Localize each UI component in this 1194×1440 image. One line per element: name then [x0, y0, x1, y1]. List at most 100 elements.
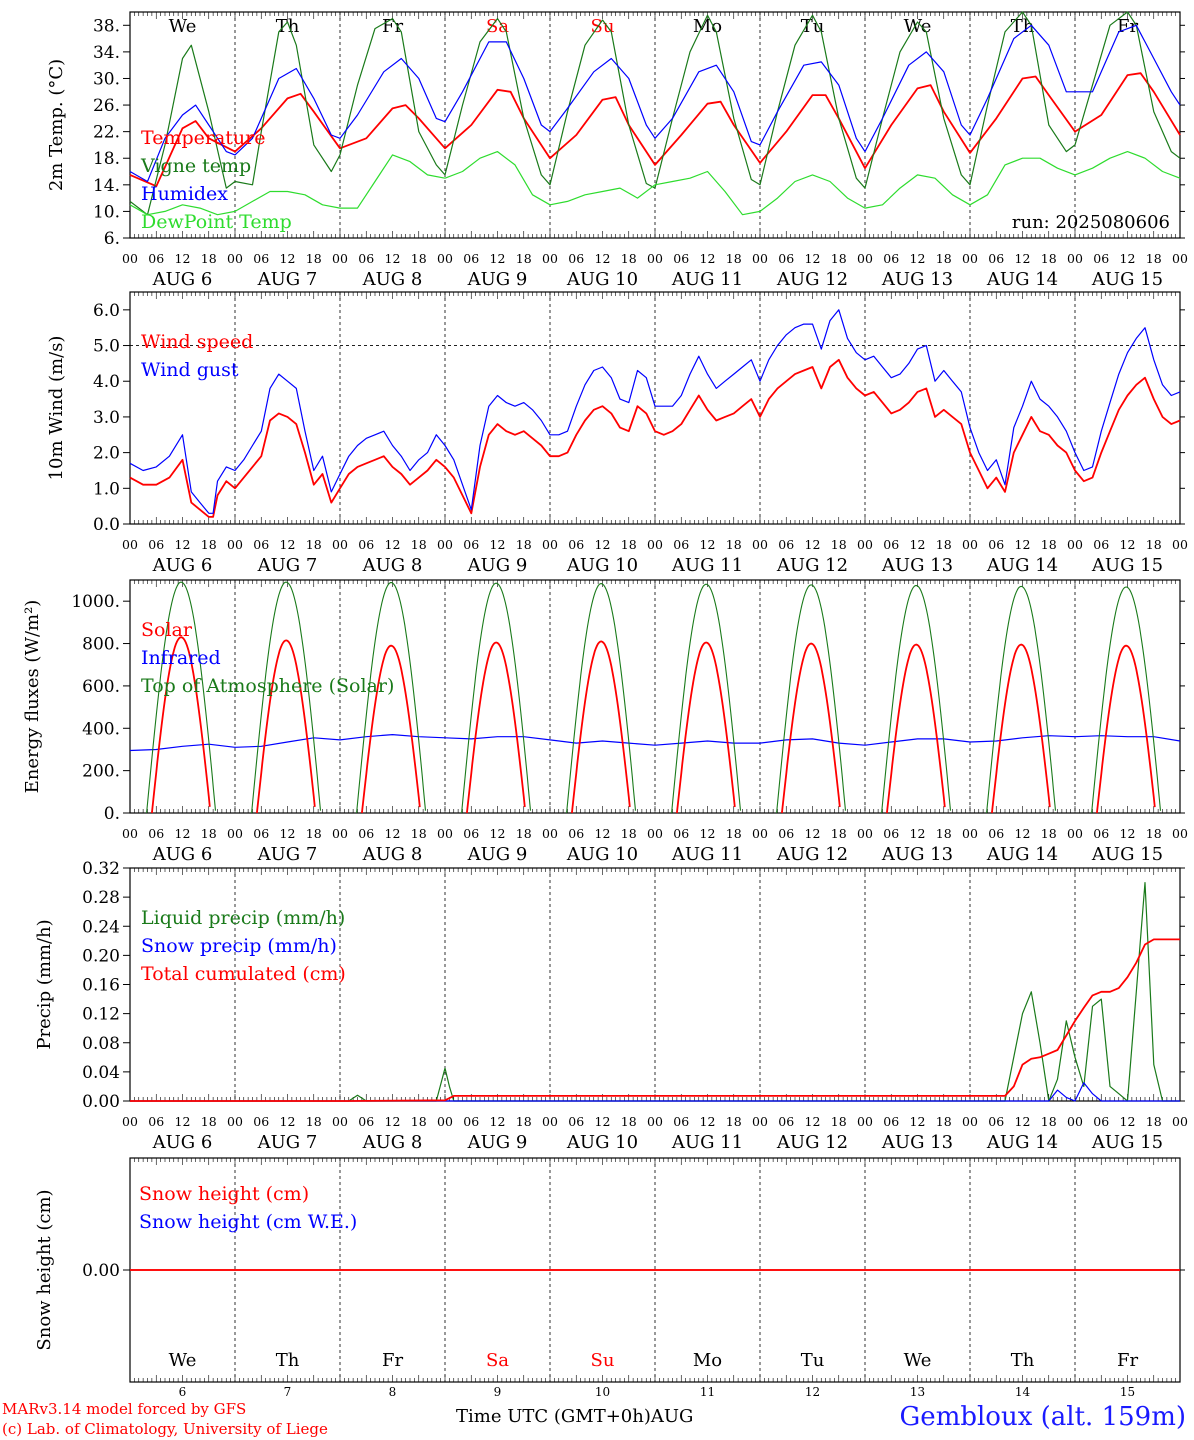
weekday-label: Sa	[486, 1350, 509, 1371]
hour-label: 18	[621, 1114, 637, 1129]
date-label: AUG 8	[362, 555, 423, 576]
hour-label: 06	[1093, 251, 1109, 266]
panel-5: 0.00 Snow height (cm) We 6 Th 7 Fr 8 Sa 9 Su 10 Mo 11…	[34, 1157, 1185, 1399]
panel-2: 0.0 1.0 2.0 3.0 4.0 5.0 6.0 10m Wind (m/s) 00 06 1…	[46, 291, 1188, 576]
hour-label: 00	[122, 1114, 138, 1129]
hour-label: 06	[988, 537, 1004, 552]
hour-label: 00	[332, 826, 348, 841]
hour-label: 18	[726, 537, 742, 552]
model-credit: MARv3.14 model forced by GFS	[2, 1400, 247, 1418]
y-axis-label: 2m Temp. (°C)	[46, 59, 67, 191]
y-tick-label: 6.0	[93, 301, 120, 321]
hour-label: 12	[490, 251, 506, 266]
hour-label: 12	[910, 251, 926, 266]
hour-label: 06	[883, 826, 899, 841]
date-label: AUG 15	[1091, 269, 1163, 290]
date-label: AUG 7	[257, 1132, 318, 1153]
hour-label: 12	[280, 537, 296, 552]
hour-label: 18	[621, 826, 637, 841]
hour-ticks	[129, 292, 1181, 524]
hour-label: 06	[253, 826, 269, 841]
hour-label: 00	[1067, 537, 1083, 552]
series-line	[129, 24, 1181, 183]
hour-label: 00	[227, 1114, 243, 1129]
y-tick-label: 0.20	[82, 946, 120, 966]
y-tick-label: 4.0	[93, 372, 120, 392]
hour-label: 00	[542, 251, 558, 266]
hour-label: 12	[1015, 537, 1031, 552]
hour-label: 12	[1015, 1114, 1031, 1129]
hour-label: 00	[1172, 537, 1188, 552]
legend-entry: Infrared	[141, 647, 221, 669]
hour-label: 18	[411, 251, 427, 266]
hour-label: 06	[253, 537, 269, 552]
hour-ticks	[129, 1158, 1181, 1382]
hour-label: 18	[1041, 251, 1057, 266]
hour-label: 06	[568, 251, 584, 266]
hour-label: 18	[831, 251, 847, 266]
date-label: AUG 12	[776, 269, 848, 290]
weekday-label: Th	[276, 1350, 300, 1371]
hour-label: 00	[332, 1114, 348, 1129]
legend-entry: Snow height (cm)	[139, 1183, 309, 1205]
hour-label: 06	[883, 1114, 899, 1129]
hour-label: 12	[805, 826, 821, 841]
series-line	[129, 72, 1181, 188]
y-tick-label: 34.	[93, 43, 120, 63]
hour-label: 00	[857, 251, 873, 266]
y-axis-label: Precip (mm/h)	[34, 919, 55, 1049]
hour-label: 00	[227, 826, 243, 841]
y-tick-label: 30.	[93, 69, 120, 89]
hour-label: 06	[673, 537, 689, 552]
time-axis-label: Time UTC (GMT+0h)	[456, 1406, 651, 1427]
y-tick-label: 0.24	[82, 917, 120, 937]
hour-label: 00	[122, 537, 138, 552]
date-label: AUG 8	[362, 844, 423, 865]
hour-label: 00	[437, 537, 453, 552]
y-tick-label: 1.0	[93, 479, 120, 499]
hour-label: 12	[1120, 537, 1136, 552]
weekday-label: Tu	[801, 1350, 825, 1371]
hour-label: 18	[306, 826, 322, 841]
series-line	[129, 11, 1181, 216]
day-number: 14	[1015, 1385, 1031, 1399]
hour-label: 06	[148, 826, 164, 841]
hour-label: 12	[805, 1114, 821, 1129]
hour-label: 06	[568, 1114, 584, 1129]
hour-label: 12	[1015, 826, 1031, 841]
hour-label: 12	[595, 537, 611, 552]
hour-label: 18	[516, 826, 532, 841]
hour-label: 06	[778, 251, 794, 266]
hour-label: 06	[253, 251, 269, 266]
hour-label: 06	[148, 1114, 164, 1129]
hour-label: 06	[1093, 1114, 1109, 1129]
hour-label: 12	[280, 251, 296, 266]
hour-label: 00	[752, 826, 768, 841]
date-label: AUG 11	[671, 1132, 743, 1153]
weekday-label: We	[169, 1350, 197, 1371]
weekday-label: Mo	[693, 1350, 722, 1371]
date-label: AUG 7	[257, 844, 318, 865]
date-label: AUG 12	[776, 1132, 848, 1153]
hour-label: 00	[962, 537, 978, 552]
hour-label: 18	[726, 1114, 742, 1129]
date-label: AUG 15	[1091, 844, 1163, 865]
hour-label: 18	[201, 826, 217, 841]
series-line	[129, 151, 1181, 216]
hour-label: 06	[358, 251, 374, 266]
date-label: AUG 13	[881, 555, 953, 576]
hour-label: 12	[280, 826, 296, 841]
hour-label: 18	[936, 537, 952, 552]
hour-label: 18	[306, 251, 322, 266]
day-number: 7	[284, 1385, 292, 1399]
hour-label: 18	[831, 826, 847, 841]
hour-label: 00	[332, 537, 348, 552]
weekday-label: Th	[1011, 1350, 1035, 1371]
y-tick-label: 38.	[93, 16, 120, 36]
series-line	[129, 733, 1181, 752]
hour-label: 18	[516, 1114, 532, 1129]
weekday-label: Fr	[1117, 1350, 1138, 1371]
legend-entry: Wind speed	[141, 331, 253, 353]
hour-label: 18	[201, 251, 217, 266]
hour-label: 00	[647, 251, 663, 266]
